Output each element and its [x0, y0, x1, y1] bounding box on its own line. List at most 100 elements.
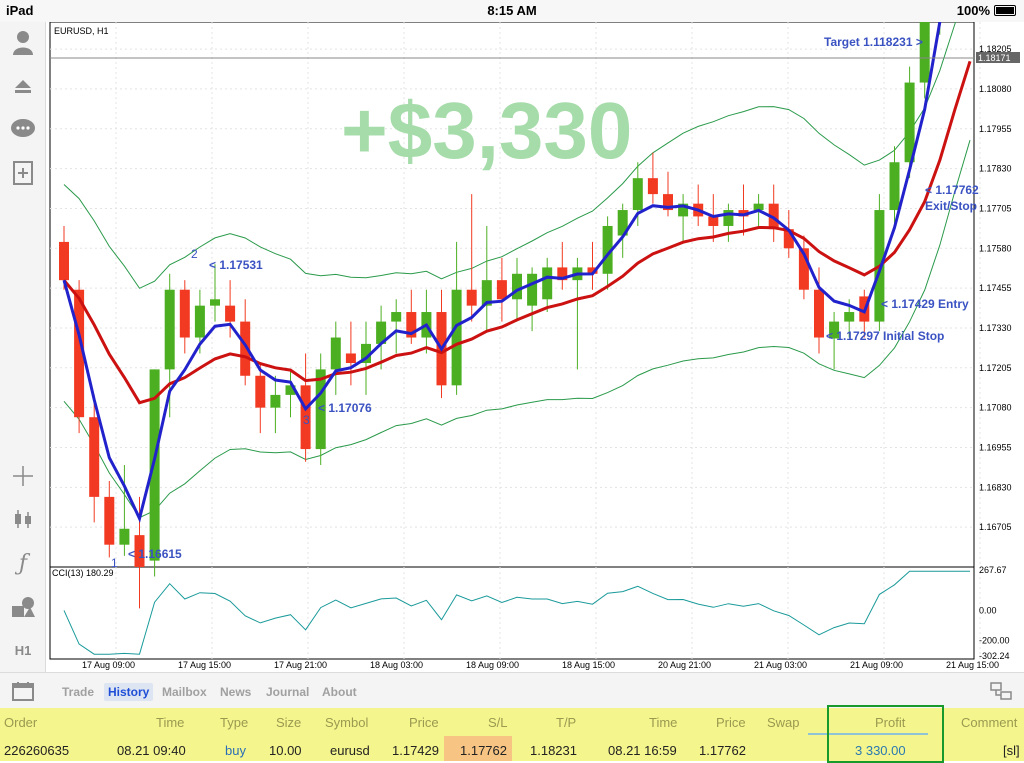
price-tick-label: 1.16705	[979, 522, 1012, 532]
time-tick-label: 17 Aug 21:00	[274, 660, 327, 670]
cci-tick-label: 0.00	[979, 605, 997, 615]
candle-body	[406, 312, 417, 338]
col-sl[interactable]: S/L	[488, 715, 508, 730]
clock: 8:15 AM	[487, 3, 537, 18]
time-tick-label: 21 Aug 15:00	[946, 660, 999, 670]
candle-body	[255, 375, 266, 408]
candle-body	[814, 289, 824, 338]
cci-indicator: 267.67 0.00 -200.00 -302.24	[63, 565, 1010, 661]
tab-news[interactable]: News	[220, 685, 252, 699]
candle-body	[134, 535, 145, 567]
col-swap[interactable]: Swap	[767, 715, 800, 730]
price-tick-label: 1.17205	[979, 363, 1012, 373]
candle-body	[210, 299, 220, 306]
function-icon[interactable]: ƒ	[18, 550, 28, 576]
candle-body	[919, 22, 930, 83]
candle-body	[104, 496, 115, 545]
candles-icon[interactable]	[9, 505, 37, 533]
price-tick-label: 1.18205	[979, 44, 1012, 54]
cell-close-time: 08.21 16:59	[608, 743, 677, 758]
profit-overlay: +$3,330	[341, 86, 632, 175]
time-tick-label: 21 Aug 09:00	[850, 660, 903, 670]
profile-icon[interactable]	[9, 28, 37, 56]
chart-area[interactable]: 1.18205 1.18080 1.17955 1.17830 1.17705 1.175…	[46, 22, 1024, 672]
candle-body	[451, 289, 462, 386]
col-close-time[interactable]: Time	[649, 715, 678, 730]
cell-tp: 1.18231	[530, 743, 577, 758]
point3-number: 3	[303, 413, 310, 427]
price-tick-label: 1.17080	[979, 403, 1012, 413]
tab-history[interactable]: History	[104, 683, 154, 701]
price-chart[interactable]: 1.18205 1.18080 1.17955 1.17830 1.17705 1.175…	[46, 22, 1024, 672]
candle-body	[844, 312, 855, 322]
candle-body	[481, 280, 492, 306]
price-tick-label: 1.17705	[979, 203, 1012, 213]
table-row[interactable]: 226260635 08.21 09:40 buy 10.00 eurusd 1…	[0, 736, 1024, 761]
candle-body	[89, 417, 100, 497]
cci-line	[63, 570, 970, 655]
candle-body	[829, 321, 840, 339]
price-tick-label: 1.17455	[979, 283, 1012, 293]
cci-tick-label: -302.24	[979, 651, 1010, 661]
upper-band-line	[63, 22, 957, 289]
cell-symbol: eurusd	[330, 743, 370, 758]
candle-body	[798, 248, 809, 290]
candle-body	[647, 178, 658, 195]
col-price[interactable]: Price	[409, 715, 439, 730]
col-order[interactable]: Order	[4, 715, 38, 730]
tab-mailbox[interactable]: Mailbox	[162, 685, 207, 699]
point2-number: 2	[191, 247, 198, 261]
tab-journal[interactable]: Journal	[266, 685, 310, 699]
chat-icon[interactable]	[9, 115, 37, 143]
col-tp[interactable]: T/P	[556, 715, 577, 730]
new-document-icon[interactable]	[9, 159, 37, 187]
exit-label-annotation: Exit/Stop	[925, 199, 977, 213]
candle-body	[270, 394, 281, 408]
fast-ma-line	[62, 22, 942, 523]
transfer-icon[interactable]	[9, 72, 37, 100]
time-tick-label: 21 Aug 03:00	[754, 660, 807, 670]
col-size[interactable]: Size	[276, 715, 302, 730]
layout-toggle-icon[interactable]	[990, 681, 1012, 706]
candle-body	[542, 267, 553, 300]
calendar-icon[interactable]	[12, 681, 34, 706]
col-time[interactable]: Time	[156, 715, 185, 730]
current-price-tag	[976, 52, 1020, 63]
price-tick-label: 1.17955	[979, 124, 1012, 134]
col-symbol[interactable]: Symbol	[325, 715, 369, 730]
cell-profit: 3 330.00	[855, 743, 906, 758]
candle-body	[783, 229, 794, 249]
candle-body	[119, 528, 130, 545]
candle-body	[240, 321, 251, 376]
candle-body	[376, 321, 387, 344]
crosshair-icon[interactable]	[9, 462, 37, 490]
candle-body	[315, 369, 326, 450]
candle-body	[59, 241, 69, 281]
candle-body	[164, 289, 175, 370]
current-price-label: 1.18171	[978, 53, 1011, 63]
timeframe-button[interactable]: H1	[14, 642, 32, 658]
candle-body	[496, 280, 507, 300]
candle-body	[345, 353, 356, 364]
candle-body	[330, 337, 341, 370]
col-close-price[interactable]: Price	[716, 715, 746, 730]
target-annotation: Target 1.118231 >	[824, 35, 923, 49]
tab-trade[interactable]: Trade	[62, 685, 95, 699]
candle-body	[466, 289, 477, 306]
candle-body	[663, 194, 673, 211]
price-tick-label: 1.17580	[979, 243, 1012, 253]
time-axis: 17 Aug 09:00 17 Aug 15:00 17 Aug 21:00 18 A…	[82, 660, 999, 670]
col-type[interactable]: Type	[220, 715, 249, 730]
tab-about[interactable]: About	[322, 685, 357, 699]
exit-price-annotation: < 1.17762	[925, 183, 979, 197]
col-comment[interactable]: Comment	[961, 715, 1018, 730]
col-profit[interactable]: Profit	[875, 715, 906, 730]
objects-icon[interactable]	[9, 593, 37, 621]
candle-body	[738, 210, 749, 217]
cell-close-price: 1.17762	[699, 743, 746, 758]
battery-status: 100%	[957, 3, 1016, 18]
candle-body	[285, 385, 296, 395]
price-axis: 1.18205 1.18080 1.17955 1.17830 1.17705 1.175…	[979, 44, 1012, 532]
price-tick-label: 1.17330	[979, 323, 1012, 333]
cell-open-price: 1.17429	[392, 743, 439, 758]
